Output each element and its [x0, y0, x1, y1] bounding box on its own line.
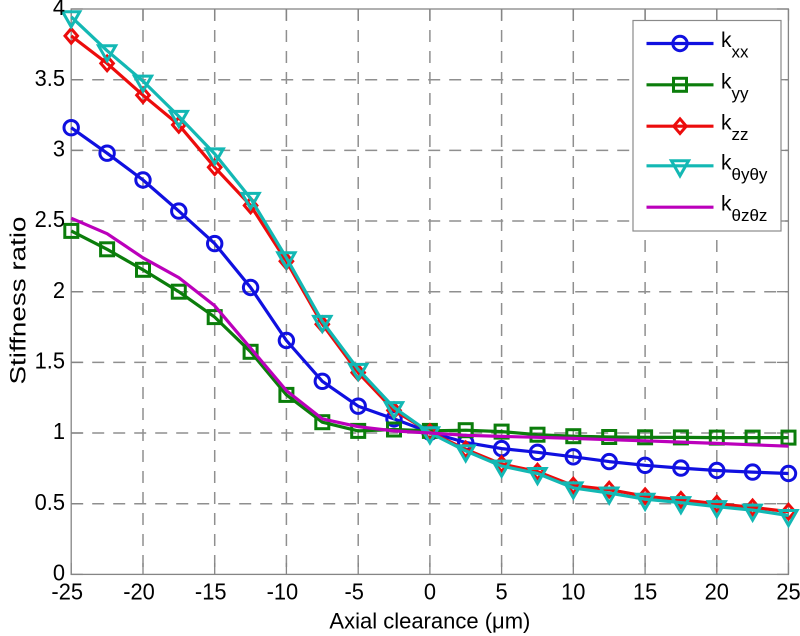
- svg-text:15: 15: [633, 578, 657, 605]
- svg-text:2: 2: [53, 276, 65, 303]
- svg-text:-10: -10: [267, 578, 299, 605]
- svg-text:25: 25: [776, 578, 800, 605]
- svg-text:4: 4: [53, 0, 65, 20]
- svg-text:-25: -25: [51, 578, 83, 605]
- svg-text:1: 1: [53, 417, 65, 444]
- svg-text:0: 0: [53, 559, 65, 586]
- svg-text:2.5: 2.5: [35, 205, 65, 232]
- svg-text:0.5: 0.5: [35, 488, 65, 515]
- svg-text:3.5: 3.5: [35, 64, 65, 91]
- svg-text:1.5: 1.5: [35, 347, 65, 374]
- svg-text:3: 3: [53, 135, 65, 162]
- svg-text:0: 0: [424, 578, 436, 605]
- svg-text:Stiffness ratio: Stiffness ratio: [6, 217, 31, 385]
- svg-text:20: 20: [705, 578, 729, 605]
- svg-text:5: 5: [496, 578, 508, 605]
- svg-text:10: 10: [561, 578, 585, 605]
- svg-text:Axial clearance (μm): Axial clearance (μm): [329, 609, 530, 634]
- svg-text:-20: -20: [123, 578, 155, 605]
- svg-text:-15: -15: [195, 578, 227, 605]
- svg-text:-5: -5: [344, 578, 363, 605]
